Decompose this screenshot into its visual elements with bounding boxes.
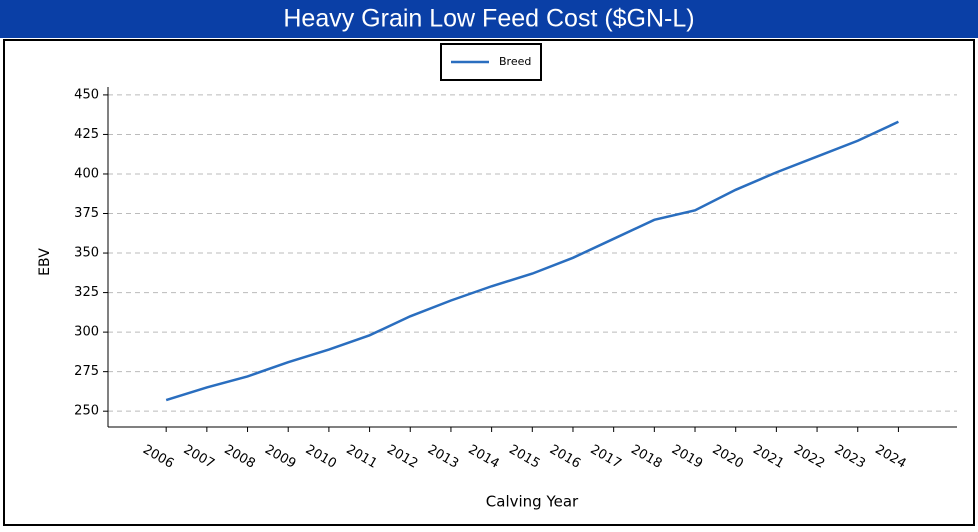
y-tick-label: 400 <box>74 166 99 181</box>
y-tick-label: 250 <box>74 404 99 419</box>
title-banner <box>0 0 978 38</box>
y-tick-label: 375 <box>74 206 99 221</box>
legend-label: Breed <box>499 55 531 68</box>
y-tick-label: 300 <box>74 325 99 340</box>
x-axis-label: Calving Year <box>486 493 579 511</box>
data-line <box>165 120 899 402</box>
chart-frame <box>3 39 975 526</box>
y-tick-label: 450 <box>74 87 99 102</box>
y-tick-label: 325 <box>74 285 99 300</box>
y-tick-label: 275 <box>74 364 99 379</box>
y-tick-label: 350 <box>74 246 99 261</box>
y-axis-label: EBV <box>37 248 53 276</box>
chart-title: Heavy Grain Low Feed Cost ($GN-L) <box>283 5 694 33</box>
y-tick-label: 425 <box>74 127 99 142</box>
